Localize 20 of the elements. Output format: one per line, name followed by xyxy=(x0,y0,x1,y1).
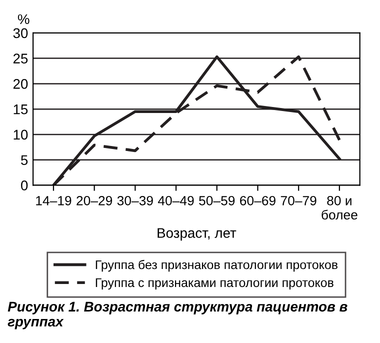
x-tick-label: 50–59 xyxy=(199,196,235,206)
legend-label: Группа с признаками патологии протоков xyxy=(96,278,334,290)
x-tick-label: 20–29 xyxy=(76,196,112,206)
y-tick-label: 25 xyxy=(13,54,28,64)
y-tick-label: 20 xyxy=(13,79,28,89)
x-tick-label: 40–49 xyxy=(158,196,194,206)
y-tick-label: 5 xyxy=(21,155,28,166)
y-tick-label: 15 xyxy=(14,104,28,114)
y-axis-title: % xyxy=(18,14,30,24)
y-tick-label: 0 xyxy=(21,180,28,190)
y-tick-label: 30 xyxy=(13,28,28,38)
x-tick-label: 60–69 xyxy=(240,196,276,206)
x-tick-label: 80 и более xyxy=(322,196,358,220)
x-tick-label: 70–79 xyxy=(280,196,316,206)
x-tick-label: 30–39 xyxy=(117,196,153,206)
text: Рисунок 1. Возрастная структура пациентов в группах xyxy=(8,302,348,330)
legend-label: Группа без признаков патологии протоков xyxy=(96,260,338,272)
x-axis-title: Возраст, лет xyxy=(158,228,236,241)
y-tick-label: 10 xyxy=(14,130,28,140)
x-tick-label: 14–19 xyxy=(36,196,72,206)
